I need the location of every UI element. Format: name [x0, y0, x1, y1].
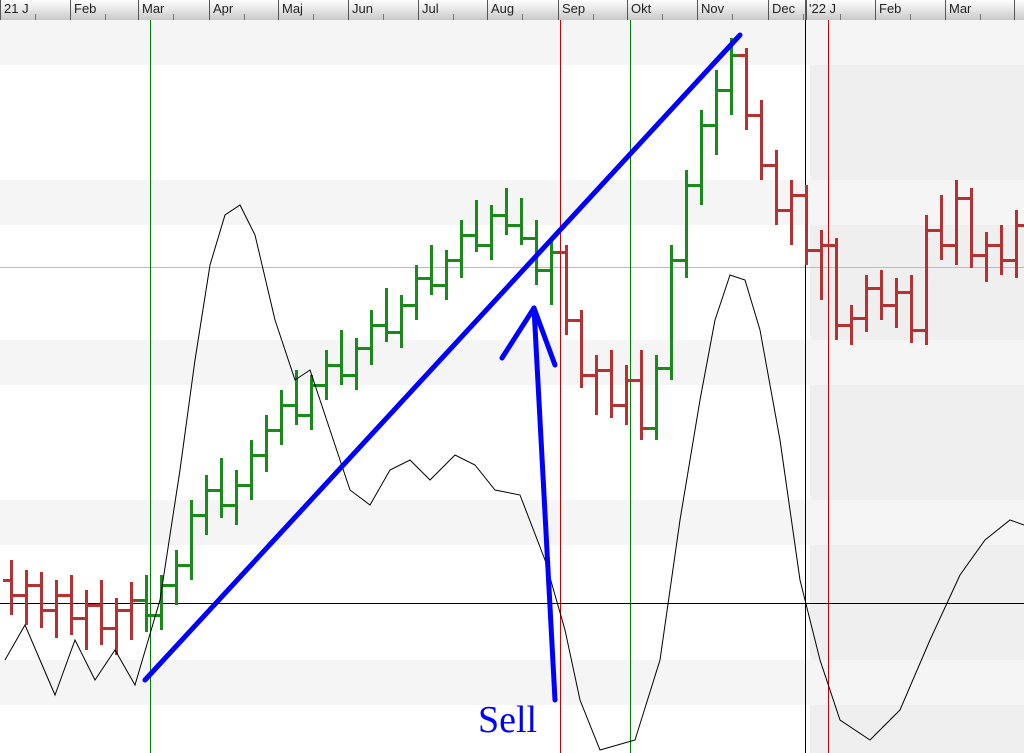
signal-vline	[150, 20, 151, 753]
ohlc-bar	[910, 275, 913, 343]
sell-annotation: Sell	[478, 698, 537, 742]
ohlc-bar	[85, 590, 88, 650]
ohlc-bar	[175, 550, 178, 605]
ohlc-bar	[235, 470, 238, 525]
ohlc-bar	[250, 440, 253, 500]
ohlc-bar	[355, 338, 358, 390]
ohlc-bar	[55, 580, 58, 638]
ohlc-bar	[895, 278, 898, 328]
ohlc-bar	[40, 572, 43, 628]
month-label: Okt	[631, 1, 651, 16]
ohlc-bar	[850, 305, 853, 345]
ohlc-bar	[745, 48, 748, 130]
ohlc-bar	[625, 365, 628, 425]
ohlc-bar	[130, 582, 133, 640]
ohlc-bar	[100, 580, 103, 645]
ohlc-bar	[325, 350, 328, 400]
time-axis: 21 J Feb Mar Apr Maj Jun Jul Aug Sep Okt Nov Dec '22…	[0, 0, 1024, 21]
ohlc-bar	[205, 475, 208, 535]
signal-vline	[828, 20, 829, 753]
ohlc-bar	[865, 275, 868, 332]
price-plot[interactable]: Sell	[0, 20, 1024, 753]
month-label: Sep	[562, 1, 585, 16]
month-label: Apr	[213, 1, 233, 16]
ohlc-bar	[985, 232, 988, 282]
month-label: Aug	[491, 1, 514, 16]
ohlc-bar	[280, 390, 283, 445]
ohlc-bar	[265, 415, 268, 472]
month-label: Mar	[949, 1, 971, 16]
ohlc-bar	[70, 575, 73, 635]
ohlc-bar	[220, 458, 223, 518]
ohlc-bar	[760, 100, 763, 180]
ohlc-bar	[715, 70, 718, 155]
ohlc-bar	[670, 245, 673, 380]
month-label: Maj	[282, 1, 303, 16]
signal-vline	[630, 20, 631, 753]
ohlc-bar	[445, 250, 448, 300]
ohlc-bar	[595, 355, 598, 415]
ohlc-bar	[925, 215, 928, 345]
ohlc-bar	[400, 295, 403, 348]
month-label: Mar	[142, 1, 164, 16]
ohlc-bar	[1015, 210, 1018, 278]
month-label: Nov	[701, 1, 724, 16]
month-label: Dec	[772, 1, 795, 16]
ohlc-bar	[775, 150, 778, 225]
ohlc-bar	[730, 38, 733, 115]
ohlc-bar	[805, 185, 808, 265]
signal-vline	[560, 20, 561, 753]
ohlc-bar	[610, 350, 613, 418]
ohlc-bar	[940, 195, 943, 260]
ohlc-bar	[1000, 225, 1003, 275]
month-label: Feb	[74, 1, 96, 16]
ohlc-bar	[115, 598, 118, 655]
ohlc-bar	[550, 240, 553, 305]
ohlc-bar	[415, 265, 418, 320]
ohlc-bar	[25, 570, 28, 625]
signal-vline	[805, 20, 806, 753]
month-label: '22 J	[809, 1, 836, 16]
ohlc-bar	[145, 575, 148, 632]
ohlc-bar	[955, 180, 958, 265]
month-label: 21 J	[4, 1, 29, 16]
chart-container: 21 J Feb Mar Apr Maj Jun Jul Aug Sep Okt Nov Dec '22…	[0, 0, 1024, 753]
ohlc-bar	[820, 230, 823, 300]
ohlc-bar	[880, 270, 883, 320]
month-label: Jul	[422, 1, 439, 16]
future-region	[810, 20, 1024, 753]
ohlc-bar	[430, 245, 433, 295]
month-label: Jun	[352, 1, 373, 16]
month-label: Feb	[879, 1, 901, 16]
ohlc-bar	[460, 220, 463, 278]
ohlc-bar	[790, 180, 793, 245]
ohlc-bar	[190, 500, 193, 580]
ohlc-bar	[535, 220, 538, 285]
ohlc-bar	[505, 188, 508, 235]
zero-line	[0, 603, 1024, 604]
ohlc-bar	[10, 560, 13, 615]
ohlc-bar	[370, 310, 373, 365]
